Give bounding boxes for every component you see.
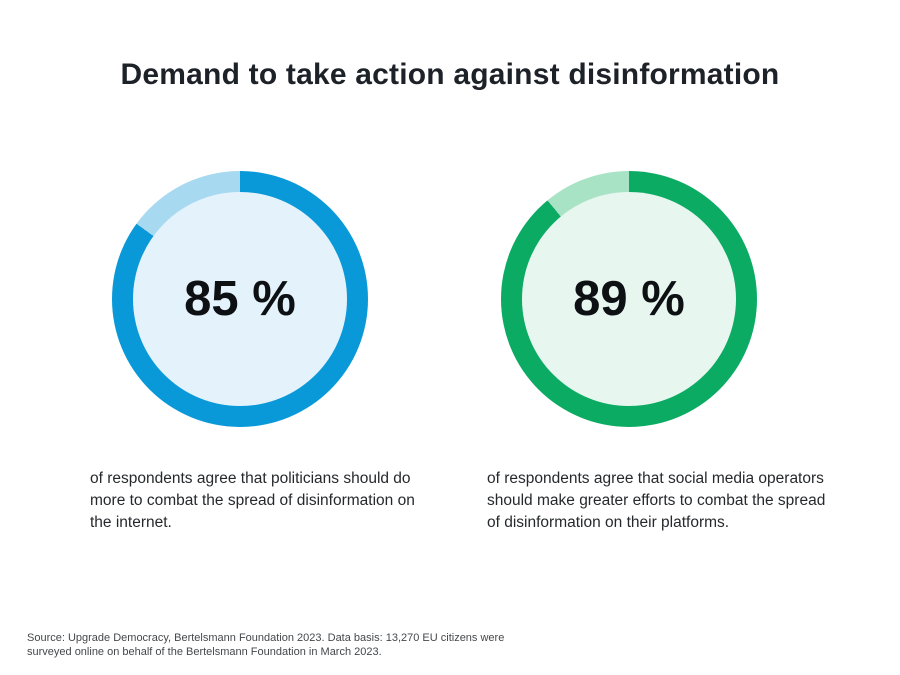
source-note: Source: Upgrade Democracy, Bertelsmann F… [27,632,505,658]
chart-title: Demand to take action against disinforma… [120,58,780,91]
percent-label-politicians: 85 % [184,271,296,326]
donut-chart-social-media: 89 % [501,171,757,427]
donut-center-politicians: 85 % [133,192,347,406]
percent-label-social-media: 89 % [573,271,685,326]
donut-center-social-media: 89 % [522,192,736,406]
caption-politicians: of respondents agree that politicians sh… [90,470,415,531]
caption-social-media: of respondents agree that social media o… [487,470,826,531]
donut-chart-politicians: 85 % [112,171,368,427]
